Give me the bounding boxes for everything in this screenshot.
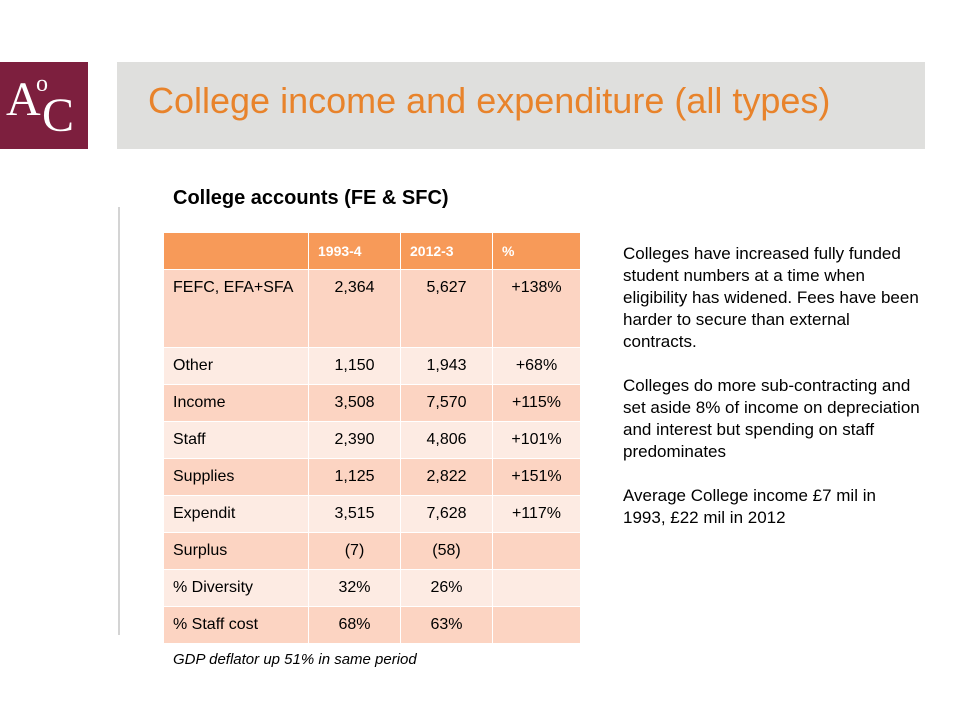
note-paragraph: Colleges have increased fully funded stu…: [623, 244, 919, 351]
table-subtitle: College accounts (FE & SFC): [173, 187, 449, 209]
row-label: Supplies: [163, 458, 309, 496]
row-label: % Diversity: [163, 569, 309, 607]
value-percent: +68%: [492, 347, 581, 385]
value-percent: +138%: [492, 269, 581, 348]
note-paragraph: Average College income £7 mil in 1993, £…: [623, 486, 876, 527]
table-row: % Staff cost 68% 63%: [163, 606, 581, 644]
table-row: FEFC, EFA+SFA 2,364 5,627 +138%: [163, 269, 581, 348]
notes-panel: Colleges have increased fully funded stu…: [623, 243, 923, 529]
value-2012: 2,822: [400, 458, 493, 496]
table-row: Other 1,150 1,943 +68%: [163, 347, 581, 385]
value-percent: +115%: [492, 384, 581, 422]
value-1993: 2,364: [308, 269, 401, 348]
row-label: Staff: [163, 421, 309, 459]
value-2012: 7,570: [400, 384, 493, 422]
value-percent: +101%: [492, 421, 581, 459]
table-row: Staff 2,390 4,806 +101%: [163, 421, 581, 459]
table-row: % Diversity 32% 26%: [163, 569, 581, 607]
footnote: GDP deflator up 51% in same period: [173, 651, 417, 668]
note-paragraph: Colleges do more sub-contracting and set…: [623, 376, 920, 461]
value-2012: 4,806: [400, 421, 493, 459]
value-1993: 1,125: [308, 458, 401, 496]
value-1993: 2,390: [308, 421, 401, 459]
value-2012: (58): [400, 532, 493, 570]
row-label: Expendit: [163, 495, 309, 533]
table-row: Surplus (7) (58): [163, 532, 581, 570]
title-bar: College income and expenditure (all type…: [117, 62, 925, 149]
row-label: Surplus: [163, 532, 309, 570]
logo-letter-a: A: [6, 73, 41, 126]
value-2012: 63%: [400, 606, 493, 644]
vertical-divider: [118, 207, 120, 635]
value-1993: 3,515: [308, 495, 401, 533]
value-1993: 68%: [308, 606, 401, 644]
value-percent: [492, 532, 581, 570]
header-cell-2012: 2012-3: [400, 232, 493, 270]
logo-letter-o: o: [36, 71, 48, 97]
value-percent: [492, 569, 581, 607]
value-percent: +117%: [492, 495, 581, 533]
accounts-table: 1993-4 2012-3 % FEFC, EFA+SFA 2,364 5,62…: [163, 232, 581, 644]
table-row: Expendit 3,515 7,628 +117%: [163, 495, 581, 533]
table-row: Supplies 1,125 2,822 +151%: [163, 458, 581, 496]
value-1993: 3,508: [308, 384, 401, 422]
row-label: Other: [163, 347, 309, 385]
aoc-logo: A o C: [0, 62, 88, 149]
value-1993: (7): [308, 532, 401, 570]
table-row: Income 3,508 7,570 +115%: [163, 384, 581, 422]
value-percent: +151%: [492, 458, 581, 496]
value-2012: 26%: [400, 569, 493, 607]
row-label: % Staff cost: [163, 606, 309, 644]
row-label: FEFC, EFA+SFA: [163, 269, 309, 348]
table-header-row: 1993-4 2012-3 %: [163, 232, 581, 270]
logo-letter-c: C: [42, 89, 75, 142]
row-label: Income: [163, 384, 309, 422]
value-1993: 1,150: [308, 347, 401, 385]
value-1993: 32%: [308, 569, 401, 607]
header-cell-label: [163, 232, 309, 270]
value-percent: [492, 606, 581, 644]
header-cell-percent: %: [492, 232, 581, 270]
value-2012: 1,943: [400, 347, 493, 385]
value-2012: 5,627: [400, 269, 493, 348]
slide-title: College income and expenditure (all type…: [148, 80, 831, 121]
header-cell-1993: 1993-4: [308, 232, 401, 270]
value-2012: 7,628: [400, 495, 493, 533]
